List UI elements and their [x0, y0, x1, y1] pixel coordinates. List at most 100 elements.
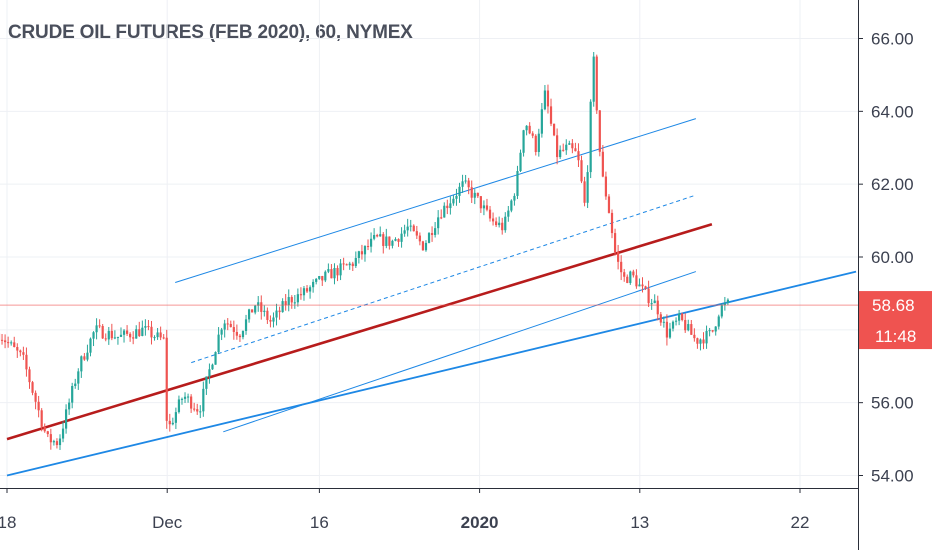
candle-body — [217, 334, 220, 353]
candle-body — [80, 356, 83, 372]
candle-body — [467, 180, 470, 188]
candle-body — [449, 203, 452, 209]
candle-body — [513, 195, 516, 201]
candle-body — [147, 326, 150, 328]
candle-body — [470, 187, 473, 198]
candle-body — [25, 354, 28, 370]
candle-body — [577, 151, 580, 161]
candle-body — [443, 205, 446, 218]
x-tick-label: 18 — [0, 513, 16, 532]
y-tick-label: 64.00 — [871, 102, 914, 121]
candle-body — [653, 300, 656, 304]
candle-body — [379, 234, 382, 237]
candle-body — [226, 323, 229, 325]
candle-body — [495, 221, 498, 226]
candle-body — [617, 252, 620, 262]
candle-body — [626, 276, 629, 283]
candle-body — [266, 310, 269, 320]
candle-body — [150, 326, 153, 338]
candle-body — [251, 309, 254, 313]
candle-body — [644, 286, 647, 289]
candle-body — [330, 269, 333, 279]
candle-body — [77, 371, 80, 384]
candle-body — [488, 209, 492, 219]
candle-body — [119, 334, 123, 337]
candle-body — [610, 212, 614, 234]
candle-body — [424, 242, 428, 251]
candle-body — [64, 409, 68, 429]
trend-line-channel-mid-dashed[interactable] — [191, 194, 697, 364]
candle-body — [10, 342, 13, 344]
trend-line-red[interactable] — [6, 222, 713, 441]
candle-body — [418, 235, 421, 242]
candle-body — [74, 383, 77, 386]
candle-body — [363, 246, 367, 255]
candle-body — [510, 200, 513, 211]
candle-body — [662, 321, 665, 323]
candle-body — [354, 257, 357, 267]
candle-body — [647, 288, 650, 304]
x-tick-label: 22 — [791, 513, 810, 532]
candle-body — [565, 144, 568, 151]
candle-body — [177, 399, 181, 413]
candle-body — [110, 330, 113, 339]
candle-body — [153, 337, 156, 339]
candle-body — [681, 313, 684, 321]
x-tick-label: 2020 — [461, 513, 499, 532]
candle-body — [144, 326, 147, 328]
candle-body — [635, 275, 638, 287]
candle-body — [223, 323, 226, 330]
candle-body — [0, 339, 4, 341]
candle-body — [668, 328, 672, 338]
candle-body — [244, 319, 248, 331]
candle-body — [455, 195, 458, 199]
candle-body — [400, 233, 403, 242]
candle-body — [537, 133, 540, 153]
candle-body — [98, 325, 101, 327]
candle-body — [623, 272, 626, 277]
candle-body — [373, 235, 376, 239]
candle-body — [430, 233, 434, 235]
candle-body — [71, 385, 74, 403]
candle-body — [632, 271, 635, 276]
candle-body — [711, 330, 714, 332]
candle-body — [461, 181, 464, 187]
candle-body — [507, 210, 510, 217]
candle-body — [186, 396, 190, 398]
candle-body — [302, 288, 306, 296]
candle-body — [549, 106, 553, 124]
candle-body — [568, 143, 571, 145]
candle-body — [376, 235, 379, 237]
candle-body — [440, 217, 443, 219]
candle-body — [113, 337, 116, 339]
candle-body — [613, 233, 617, 253]
trend-lines[interactable] — [6, 118, 857, 477]
candle-body — [299, 294, 303, 296]
candle-body — [199, 411, 202, 413]
candle-body — [46, 431, 49, 435]
candle-body — [263, 310, 266, 312]
candle-body — [464, 180, 467, 182]
candle-body — [650, 303, 653, 305]
candle-body — [95, 325, 98, 333]
candle-body — [260, 302, 263, 312]
candle-body — [174, 412, 177, 423]
candle-body — [339, 263, 342, 276]
candle-body — [275, 310, 278, 318]
y-tick-label: 56.00 — [871, 394, 914, 413]
candle-body — [604, 176, 608, 197]
x-tick-label: 13 — [630, 513, 649, 532]
candle-body — [293, 302, 296, 304]
trend-line-blue-thin[interactable] — [223, 271, 697, 433]
candle-body — [629, 271, 632, 283]
candle-body — [525, 125, 528, 131]
candle-body — [333, 268, 336, 279]
trend-line-channel-upper[interactable] — [175, 118, 697, 283]
candle-body — [138, 329, 141, 336]
candle-body — [360, 251, 364, 255]
candle-body — [620, 261, 623, 273]
candle-body — [369, 238, 373, 247]
candle-body — [183, 396, 187, 399]
